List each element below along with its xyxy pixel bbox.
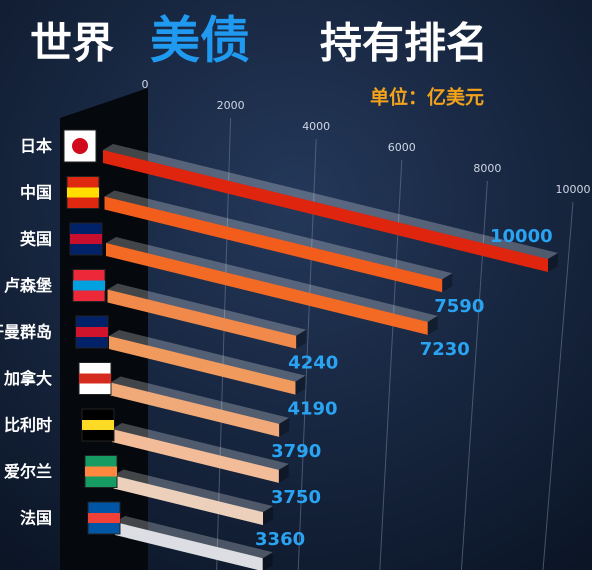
value-label: 4240 xyxy=(288,353,338,374)
bar xyxy=(103,150,548,273)
unit-label: 单位：亿美元 xyxy=(370,86,484,109)
value-label: 3750 xyxy=(271,487,321,508)
flag-emblem xyxy=(79,373,111,384)
bar-end xyxy=(296,329,307,349)
flag-emblem xyxy=(73,280,105,291)
title-part: 持有排名 xyxy=(320,19,488,68)
bar-top xyxy=(110,376,290,424)
title-part: 美债 xyxy=(150,12,250,70)
bar xyxy=(110,382,280,437)
flag-emblem xyxy=(88,513,120,523)
category-label: 爱尔兰 xyxy=(4,462,52,481)
flag-emblem xyxy=(82,420,114,430)
bar xyxy=(109,336,296,395)
bar-end xyxy=(278,463,289,483)
bar xyxy=(115,522,263,570)
flag-emblem xyxy=(76,327,108,337)
flag-emblem xyxy=(85,466,117,477)
bar-top xyxy=(109,330,306,382)
category-label: 中国 xyxy=(20,183,52,202)
x-tick-label: 8000 xyxy=(473,162,501,175)
bar-top xyxy=(107,283,307,336)
x-tick-label: 4000 xyxy=(302,120,330,133)
value-label: 3360 xyxy=(255,529,305,550)
bar-end xyxy=(427,315,438,335)
bar-end xyxy=(263,506,274,526)
value-label: 4190 xyxy=(287,399,337,420)
value-label: 7590 xyxy=(434,296,484,317)
bar xyxy=(107,289,297,349)
bar xyxy=(106,243,428,335)
bar-top xyxy=(113,469,274,513)
category-label: 开曼群岛 xyxy=(0,323,52,342)
bar-end xyxy=(442,273,453,293)
bar xyxy=(113,475,264,526)
x-tick-label: 10000 xyxy=(556,183,591,196)
bar xyxy=(112,429,279,483)
title-part: 世界 xyxy=(30,19,114,68)
value-label: 7230 xyxy=(420,339,470,360)
category-label: 法国 xyxy=(20,509,52,528)
bar xyxy=(104,196,443,293)
bar-top xyxy=(103,144,558,260)
grid-line xyxy=(542,201,574,570)
bar-end xyxy=(548,253,558,273)
bar-top xyxy=(104,190,453,280)
bar-end xyxy=(295,375,306,395)
category-label: 日本 xyxy=(20,137,52,156)
bar-top xyxy=(115,516,273,559)
bar-top xyxy=(112,423,289,470)
value-label: 10000 xyxy=(490,226,553,247)
x-tick-label: 2000 xyxy=(217,99,245,112)
category-label: 英国 xyxy=(19,230,52,249)
category-label: 卢森堡 xyxy=(4,276,52,295)
x-tick-label: 0 xyxy=(142,78,149,91)
category-label: 加拿大 xyxy=(3,369,52,388)
bar-end xyxy=(279,417,290,437)
value-label: 3790 xyxy=(271,441,321,462)
x-tick-label: 6000 xyxy=(388,141,416,154)
flag-emblem xyxy=(72,138,88,154)
bar-top xyxy=(106,237,438,322)
flag-emblem xyxy=(67,187,99,198)
bar-end xyxy=(262,552,273,570)
category-label: 比利时 xyxy=(4,416,52,435)
flag-emblem xyxy=(70,234,102,244)
